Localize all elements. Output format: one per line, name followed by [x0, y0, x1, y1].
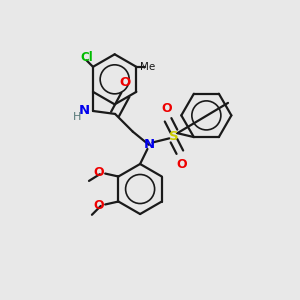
- Text: Cl: Cl: [80, 52, 93, 64]
- Text: O: O: [93, 166, 104, 178]
- Text: H: H: [73, 112, 81, 122]
- Text: S: S: [169, 130, 179, 142]
- Text: O: O: [93, 200, 104, 212]
- Text: N: N: [143, 138, 155, 151]
- Text: O: O: [161, 101, 172, 115]
- Text: O: O: [120, 76, 131, 89]
- Text: N: N: [79, 104, 90, 118]
- Text: Me: Me: [140, 62, 155, 72]
- Text: O: O: [176, 158, 187, 170]
